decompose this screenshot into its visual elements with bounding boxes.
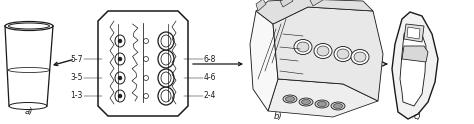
Ellipse shape bbox=[158, 87, 174, 105]
Circle shape bbox=[144, 76, 148, 80]
Ellipse shape bbox=[115, 35, 125, 47]
Circle shape bbox=[118, 94, 122, 98]
Polygon shape bbox=[310, 0, 323, 6]
Text: 4-6: 4-6 bbox=[204, 74, 217, 82]
Ellipse shape bbox=[161, 35, 171, 47]
Polygon shape bbox=[400, 26, 426, 106]
Ellipse shape bbox=[331, 102, 345, 110]
Ellipse shape bbox=[5, 21, 53, 31]
Text: a): a) bbox=[25, 107, 33, 116]
Circle shape bbox=[118, 57, 122, 61]
Ellipse shape bbox=[285, 96, 294, 102]
Ellipse shape bbox=[354, 52, 366, 62]
Ellipse shape bbox=[337, 49, 349, 59]
Text: b): b) bbox=[273, 112, 283, 121]
Polygon shape bbox=[256, 0, 373, 24]
Ellipse shape bbox=[301, 99, 310, 105]
Ellipse shape bbox=[9, 23, 49, 29]
Ellipse shape bbox=[315, 100, 329, 108]
Text: 6-8: 6-8 bbox=[204, 55, 216, 63]
Text: 2-4: 2-4 bbox=[204, 92, 216, 100]
Ellipse shape bbox=[294, 40, 312, 55]
Ellipse shape bbox=[158, 50, 174, 68]
Polygon shape bbox=[407, 27, 420, 39]
Text: c): c) bbox=[414, 112, 422, 121]
Ellipse shape bbox=[318, 102, 327, 107]
Ellipse shape bbox=[351, 49, 369, 64]
Polygon shape bbox=[98, 11, 188, 116]
Ellipse shape bbox=[161, 72, 171, 84]
Ellipse shape bbox=[334, 104, 343, 108]
Ellipse shape bbox=[158, 69, 174, 87]
Polygon shape bbox=[280, 0, 293, 7]
Text: 5-7: 5-7 bbox=[71, 55, 83, 63]
Circle shape bbox=[118, 39, 122, 43]
Ellipse shape bbox=[158, 32, 174, 50]
Ellipse shape bbox=[115, 72, 125, 84]
Circle shape bbox=[144, 38, 148, 44]
Text: 1-3: 1-3 bbox=[71, 92, 83, 100]
Polygon shape bbox=[256, 0, 266, 11]
Ellipse shape bbox=[299, 98, 313, 106]
Polygon shape bbox=[268, 79, 378, 117]
Circle shape bbox=[144, 57, 148, 62]
Ellipse shape bbox=[317, 46, 329, 56]
Polygon shape bbox=[402, 46, 428, 62]
Ellipse shape bbox=[115, 90, 125, 102]
Text: 3-5: 3-5 bbox=[71, 74, 83, 82]
Circle shape bbox=[118, 76, 122, 80]
Ellipse shape bbox=[161, 53, 171, 65]
Polygon shape bbox=[250, 11, 278, 111]
Ellipse shape bbox=[314, 44, 332, 59]
Ellipse shape bbox=[283, 95, 297, 103]
Ellipse shape bbox=[161, 90, 171, 102]
Circle shape bbox=[144, 93, 148, 98]
Ellipse shape bbox=[297, 42, 309, 52]
Ellipse shape bbox=[334, 46, 352, 62]
Polygon shape bbox=[404, 24, 424, 42]
Ellipse shape bbox=[115, 53, 125, 65]
Polygon shape bbox=[392, 12, 438, 119]
Polygon shape bbox=[273, 7, 383, 101]
